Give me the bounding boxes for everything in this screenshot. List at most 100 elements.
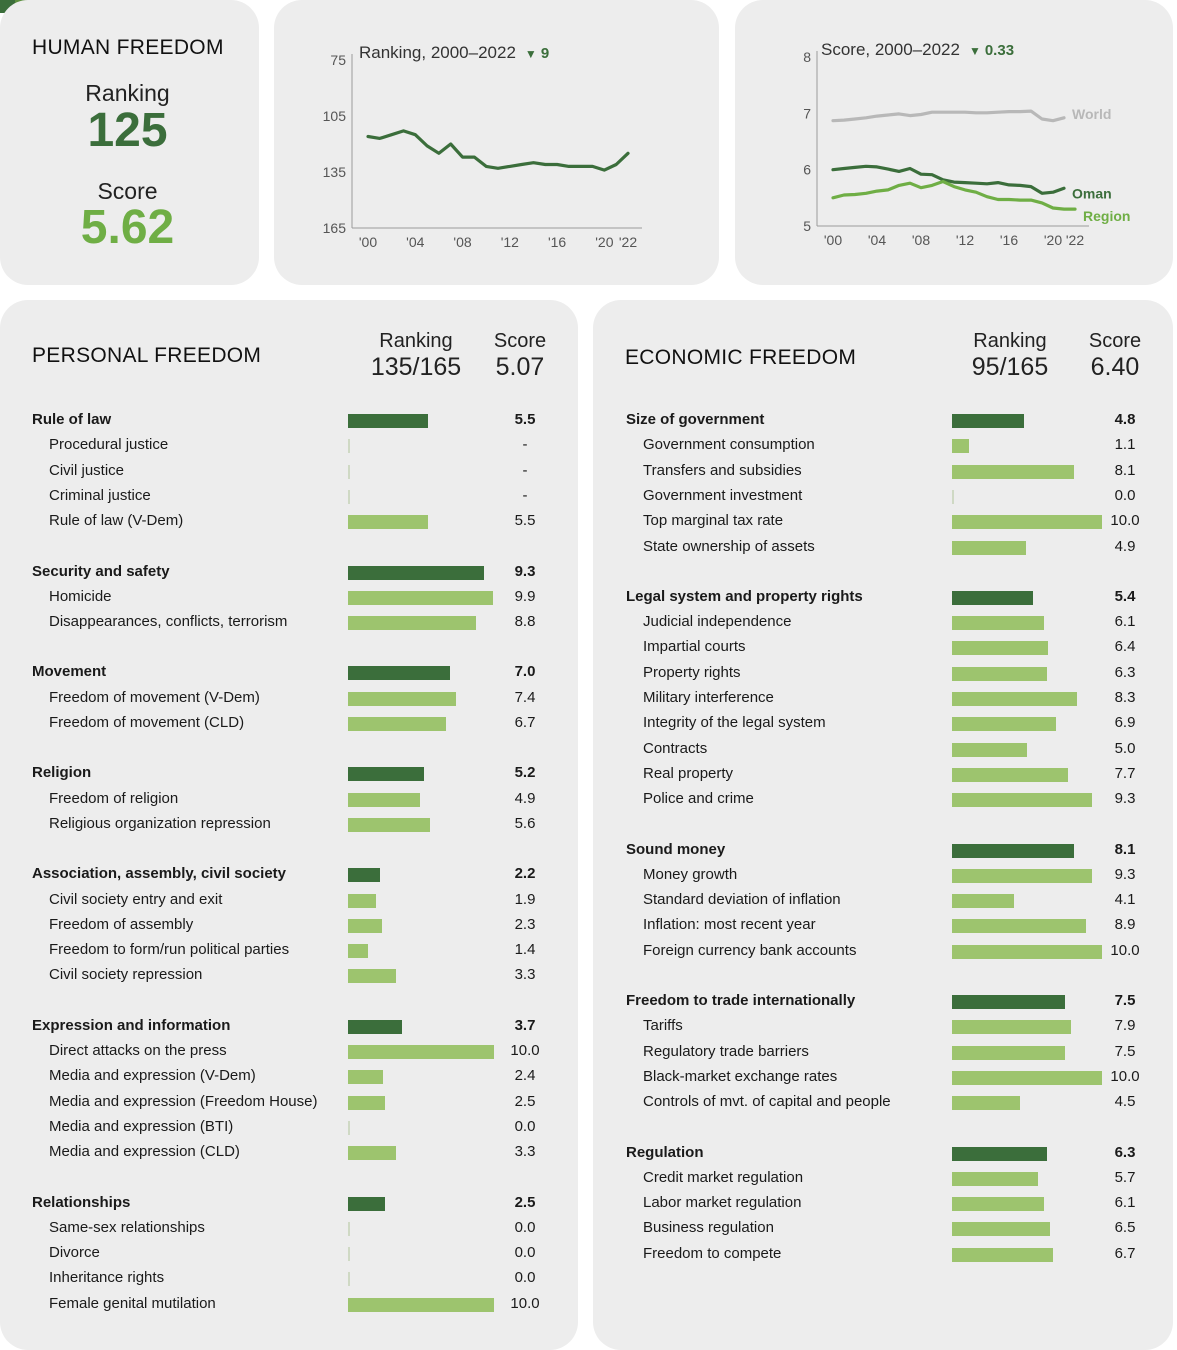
bar: [348, 691, 457, 706]
indicator-row: Government consumption 1.1: [626, 435, 1145, 455]
row-label: Government investment: [643, 486, 803, 504]
human-freedom-ranking-value: 125: [87, 104, 168, 157]
row-label: Religious organization repression: [49, 814, 271, 832]
bar: [952, 1020, 1071, 1035]
bar: [348, 1095, 385, 1110]
bar: [348, 439, 350, 454]
row-value: 2.5: [514, 1092, 536, 1110]
row-label: Size of government: [626, 411, 765, 428]
indicator-row: Top marginal tax rate 10.0: [626, 511, 1145, 531]
indicator-row: Disappearances, conflicts, terrorism 8.8: [32, 612, 545, 632]
bar: [952, 919, 1086, 934]
row-label: Freedom to compete: [643, 1244, 782, 1262]
row-value: -: [522, 461, 528, 479]
bar: [952, 843, 1074, 858]
indicator-row: Property rights 6.3: [626, 663, 1145, 683]
bar: [952, 692, 1077, 706]
personal-ranking-label: Ranking: [379, 330, 453, 352]
series-label: Region: [1083, 208, 1130, 224]
indicator-row: Business regulation 6.5: [626, 1218, 1145, 1238]
x-tick-label: '20: [1044, 232, 1062, 248]
row-value: 7.5: [1114, 992, 1136, 1009]
economic-freedom-card: ECONOMIC FREEDOM Ranking 95/165 Score 6.…: [593, 300, 1173, 1350]
row-label: Impartial courts: [643, 638, 746, 656]
category-row: Religion 5.2: [32, 763, 545, 783]
category-row: Size of government 4.8: [626, 410, 1145, 430]
bar: [348, 1221, 350, 1236]
bar: [348, 792, 420, 807]
bar: [952, 1146, 1047, 1161]
category-row: Regulation 6.3: [626, 1143, 1145, 1163]
row-label: State ownership of assets: [643, 537, 815, 555]
row-value: 3.3: [514, 966, 536, 984]
row-value: 10.0: [510, 1294, 540, 1312]
series-line-region: [831, 179, 1077, 211]
series-line-oman: [831, 164, 1066, 195]
bar: [348, 414, 429, 428]
bar: [348, 565, 484, 580]
row-value: 6.3: [1114, 1143, 1136, 1161]
x-tick-label: '12: [501, 234, 519, 250]
row-label: Criminal justice: [49, 486, 151, 504]
x-tick-label: '08: [453, 234, 471, 250]
row-label: Media and expression (Freedom House): [49, 1092, 318, 1110]
ranking-line-chart: 75 105 135 165 '00 '04 '08 '12 '16 '20 '22 Ranking,…: [323, 43, 642, 250]
row-value: 8.1: [1114, 461, 1136, 479]
indicator-row: Labor market regulation 6.1: [626, 1193, 1145, 1213]
category-row: Legal system and property rights 5.4: [626, 587, 1145, 607]
row-label: Same-sex relationships: [49, 1218, 205, 1236]
indicator-row: Same-sex relationships 0.0: [32, 1218, 545, 1238]
row-label: Top marginal tax rate: [643, 512, 784, 530]
indicator-row: Divorce 0.0: [32, 1243, 545, 1263]
indicator-row: Foreign currency bank accounts 10.0: [626, 941, 1145, 961]
row-value: 4.9: [514, 789, 536, 807]
indicator-row: Transfers and subsidies 8.1: [626, 461, 1145, 481]
economic-ranking-value: 95/165: [971, 353, 1049, 381]
row-label: Contracts: [643, 739, 708, 757]
row-label: Foreign currency bank accounts: [643, 941, 857, 959]
indicator-row: Media and expression (Freedom House) 2.5: [32, 1092, 545, 1112]
series-line-0: [366, 129, 630, 172]
row-label: Integrity of the legal system: [643, 714, 826, 732]
series-line-world: [831, 109, 1066, 123]
row-label: Tariffs: [643, 1017, 683, 1035]
bar: [952, 793, 1092, 808]
bar: [952, 944, 1102, 959]
x-tick-label: '16: [548, 234, 566, 250]
row-label: Transfers and subsidies: [643, 461, 802, 479]
x-tick-label: '08: [912, 232, 930, 248]
indicator-row: Inflation: most recent year 8.9: [626, 915, 1145, 935]
row-value: 0.0: [1114, 486, 1136, 504]
row-value: 2.3: [514, 915, 536, 933]
row-label: Regulation: [626, 1143, 704, 1161]
row-value: 8.1: [1114, 840, 1136, 858]
row-label: Inheritance rights: [49, 1269, 165, 1287]
indicator-row: Integrity of the legal system 6.9: [626, 713, 1145, 733]
bar: [348, 767, 424, 782]
indicator-row: Money growth 9.3: [626, 865, 1145, 885]
y-tick-label: 105: [323, 108, 347, 124]
row-label: Procedural justice: [49, 436, 169, 454]
personal-score-label: Score: [493, 330, 547, 352]
indicator-row: Procedural justice -: [32, 435, 545, 455]
row-value: 4.9: [1114, 537, 1136, 555]
indicator-row: Regulatory trade barriers 7.5: [626, 1042, 1145, 1062]
bar: [348, 1120, 350, 1135]
row-label: Media and expression (BTI): [49, 1117, 234, 1135]
indicator-row: Contracts 5.0: [626, 739, 1145, 759]
personal-freedom-title: PERSONAL FREEDOM: [32, 344, 262, 367]
personal-freedom-card: PERSONAL FREEDOM Ranking 135/165 Score 5…: [0, 300, 578, 1350]
bar: [348, 515, 429, 530]
indicator-row: Credit market regulation 5.7: [626, 1168, 1145, 1188]
indicator-row: Freedom of assembly 2.3: [32, 915, 545, 935]
row-label: Expression and information: [32, 1016, 231, 1034]
bar: [952, 1222, 1050, 1237]
x-tick-label: '04: [406, 234, 424, 250]
bar: [952, 540, 1026, 555]
indicator-row: Black-market exchange rates 10.0: [626, 1067, 1145, 1087]
row-value: 1.9: [514, 890, 536, 908]
indicator-row: Judicial independence 6.1: [626, 612, 1145, 632]
row-value: 5.7: [1114, 1168, 1136, 1186]
row-value: 8.8: [514, 613, 536, 631]
bar: [348, 1247, 350, 1262]
